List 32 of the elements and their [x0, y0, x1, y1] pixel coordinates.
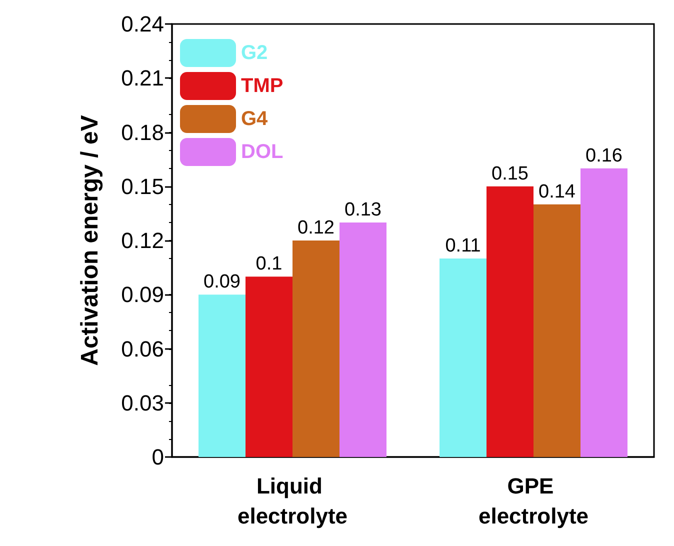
bar	[246, 276, 292, 457]
y-tick-label: 0.24	[121, 12, 164, 36]
y-tick-label: 0.03	[121, 390, 164, 416]
legend-label: TMP	[241, 75, 284, 97]
bar	[440, 258, 487, 457]
bar	[534, 204, 580, 457]
bar	[292, 240, 340, 457]
y-tick-label: 0.09	[121, 282, 164, 308]
bar	[486, 186, 534, 457]
y-tick-label: 0.06	[121, 336, 164, 362]
legend-label: DOL	[241, 141, 284, 163]
y-tick-label: 0.18	[121, 120, 164, 145]
data-label: 0.16	[586, 145, 622, 166]
y-axis-title: Activation energy / eV	[76, 115, 104, 366]
data-label: 0.1	[256, 254, 282, 275]
bar	[580, 168, 628, 457]
legend-label: G4	[241, 108, 269, 130]
bar	[339, 222, 386, 457]
y-tick-label: 0.12	[121, 228, 164, 253]
bar	[198, 294, 246, 457]
x-tick-label: Liquid electrolyte	[237, 474, 348, 528]
data-label: 0.11	[445, 236, 481, 257]
data-label: 0.09	[204, 272, 240, 293]
data-label: 0.15	[492, 163, 528, 184]
data-label: 0.13	[344, 199, 382, 220]
data-label: 0.12	[298, 218, 334, 238]
y-tick-label: 0.21	[121, 66, 164, 91]
y-tick-label: 0	[152, 444, 164, 470]
x-tick-label: GPE electrolyte	[478, 474, 589, 528]
data-label: 0.14	[538, 181, 576, 202]
legend-label: G2	[241, 42, 268, 64]
y-tick-label: 0.15	[121, 174, 164, 199]
